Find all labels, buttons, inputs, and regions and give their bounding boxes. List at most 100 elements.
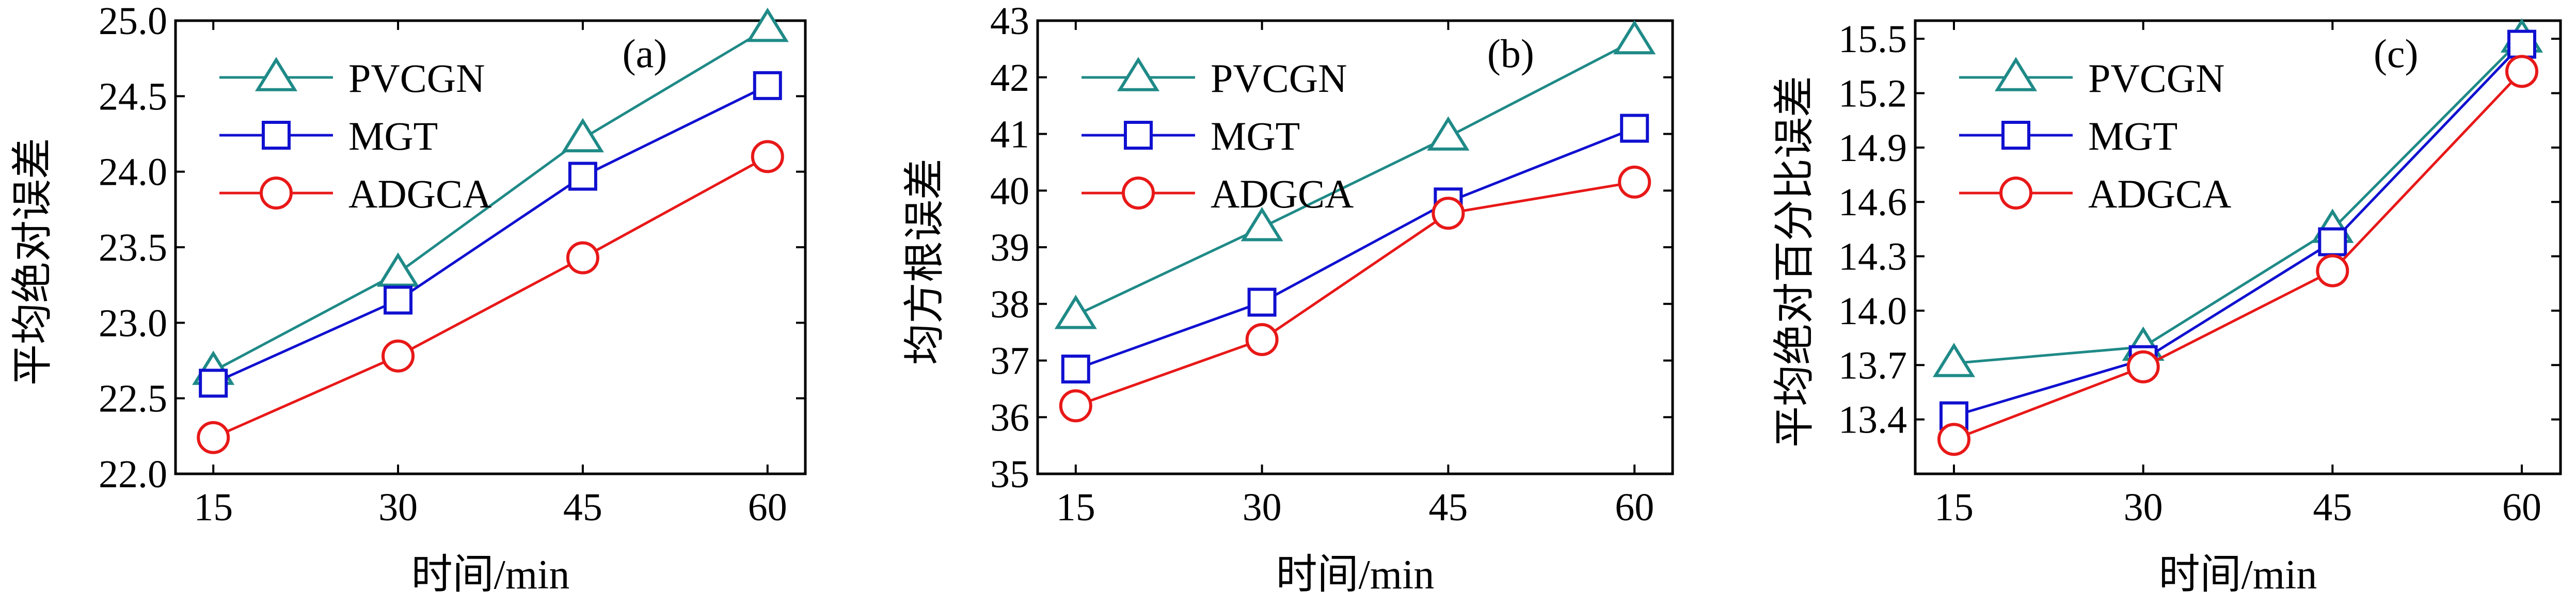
series-line <box>213 27 769 373</box>
data-point <box>2507 29 2536 59</box>
y-tick-label: 25.0 <box>99 0 167 43</box>
x-tick-label: 15 <box>194 486 233 529</box>
y-tick-label: 14.0 <box>1838 290 1907 333</box>
y-tick-label: 22.5 <box>99 377 167 421</box>
panel-label: (b) <box>1487 31 1534 76</box>
legend-label: MGT <box>2088 114 2177 158</box>
data-point <box>746 7 789 42</box>
series-line <box>213 84 768 385</box>
legend-label: PVCGN <box>348 56 485 101</box>
data-point <box>751 140 784 173</box>
legend-marker <box>260 177 293 210</box>
data-point <box>561 118 605 153</box>
data-point <box>753 71 782 100</box>
x-tick-label: 30 <box>378 486 418 529</box>
data-point <box>1241 206 1283 242</box>
plot-frame <box>1914 19 2562 475</box>
data-point <box>1620 114 1649 143</box>
series-mgt <box>1061 114 1649 384</box>
y-tick-label: 13.4 <box>1838 398 1907 442</box>
y-tick-label: 38 <box>990 283 1029 326</box>
data-point <box>376 252 420 287</box>
y-axis-label: 平均绝对误差 <box>10 138 56 386</box>
y-tick-label: 13.7 <box>1838 344 1907 387</box>
y-tick-label: 15.2 <box>1838 72 1907 115</box>
legend-marker <box>1994 57 2038 91</box>
data-point <box>1245 323 1279 356</box>
series-adgca <box>197 140 784 454</box>
x-tick-label: 45 <box>563 486 602 529</box>
x-axis-label: 时间/min <box>2159 552 2317 598</box>
panel-label: (c) <box>2374 31 2419 76</box>
x-axis-label: 时间/min <box>1276 552 1435 598</box>
panel-label: (a) <box>623 31 667 76</box>
x-tick-label: 30 <box>1243 486 1282 529</box>
data-point <box>2318 227 2347 257</box>
y-tick-label: 24.0 <box>99 151 167 194</box>
chart-panel-1: 15 30 45 60 22.0 22.5 23.0 23.5 24.0 24.5 25.0 时间/m… <box>10 0 807 598</box>
series-line <box>1075 127 1635 371</box>
legend-label: ADGCA <box>1211 171 1354 216</box>
series-mgt <box>1939 29 2536 430</box>
data-point <box>1059 389 1092 423</box>
y-tick-label: 24.5 <box>99 75 167 118</box>
y-tick-label: 40 <box>990 169 1029 213</box>
series-mgt <box>199 71 782 398</box>
data-point <box>1613 20 1656 55</box>
legend-label: MGT <box>1211 114 1300 158</box>
y-axis-label: 平均绝对百分比误差 <box>1772 76 1818 448</box>
series-line <box>1953 43 2523 418</box>
y-axis-label: 均方根误差 <box>902 158 948 365</box>
data-point <box>199 369 228 398</box>
series-adgca <box>1937 55 2538 456</box>
data-point <box>1618 165 1651 199</box>
y-tick-label: 43 <box>990 0 1029 43</box>
x-tick-label: 45 <box>2313 486 2352 529</box>
legend-marker <box>1124 121 1153 150</box>
data-point <box>384 285 413 315</box>
data-point <box>566 241 599 275</box>
series-pvcgn <box>192 7 789 385</box>
y-tick-label: 36 <box>990 396 1029 439</box>
series-line <box>213 155 769 439</box>
legend-marker <box>262 121 291 150</box>
x-tick-label: 15 <box>1934 486 1974 529</box>
data-point <box>2126 350 2160 384</box>
y-tick-label: 41 <box>990 113 1029 156</box>
legend: PVCGN MGT ADGCA <box>1082 56 1354 216</box>
data-point <box>2316 254 2349 287</box>
legend-marker <box>2001 121 2030 150</box>
legend-marker <box>1999 177 2032 210</box>
x-tick-label: 15 <box>1056 486 1095 529</box>
y-tick-label: 35 <box>990 453 1029 496</box>
series-pvcgn <box>1054 20 1656 329</box>
y-tick-label: 23.5 <box>99 226 167 269</box>
x-tick-label: 60 <box>2502 486 2541 529</box>
legend-label: PVCGN <box>1211 56 1347 101</box>
y-tick-label: 39 <box>990 226 1029 269</box>
legend-label: ADGCA <box>2088 171 2231 216</box>
y-tick-label: 42 <box>990 56 1029 100</box>
legend-label: PVCGN <box>2088 56 2224 101</box>
x-axis-label: 时间/min <box>411 552 570 598</box>
data-point <box>1432 197 1465 230</box>
x-tick-label: 60 <box>1615 486 1654 529</box>
y-tick-label: 23.0 <box>99 301 167 345</box>
y-tick-label: 14.3 <box>1838 235 1907 279</box>
legend: PVCGN MGT ADGCA <box>219 56 491 216</box>
data-point <box>1247 287 1277 317</box>
series-line <box>1075 181 1635 407</box>
legend-marker <box>1117 57 1160 91</box>
data-point <box>1061 354 1090 384</box>
x-tick-label: 60 <box>748 486 787 529</box>
legend-label: MGT <box>348 114 438 158</box>
chart-panel-2: 15 30 45 60 35 36 37 38 39 40 41 42 43 时间/min 均方根误差 (b)… <box>902 0 1674 598</box>
legend: PVCGN MGT ADGCA <box>1959 56 2231 216</box>
data-point <box>197 421 230 454</box>
data-point <box>1427 116 1470 151</box>
data-point <box>2505 55 2538 88</box>
data-point <box>381 339 415 373</box>
series-line <box>1953 38 2523 365</box>
data-point <box>568 162 597 191</box>
